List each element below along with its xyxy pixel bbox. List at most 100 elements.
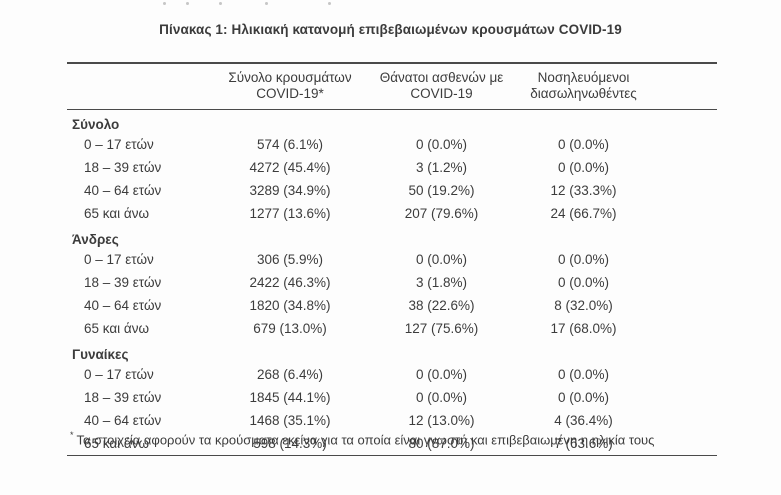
deaths-cell: 127 (75.6%) bbox=[404, 321, 479, 336]
spacer-cell bbox=[652, 409, 717, 432]
intubated-cell: 0 (0.0%) bbox=[557, 137, 610, 152]
table-row: 18 – 39 ετών 1845 (44.1%) 0 (0.0%) 0 (0.… bbox=[67, 386, 717, 409]
spacer-cell bbox=[652, 294, 717, 317]
column-header-total-cases: Σύνολο κρουσμάτων COVID-19* bbox=[212, 62, 368, 110]
age-group-label: 40 – 64 ετών bbox=[84, 183, 162, 198]
cases-cell: 4272 (45.4%) bbox=[249, 160, 331, 175]
age-group-label: 40 – 64 ετών bbox=[84, 298, 162, 313]
cases-cell: 2422 (46.3%) bbox=[249, 275, 331, 290]
table-row: 65 και άνω 679 (13.0%) 127 (75.6%) 17 (6… bbox=[67, 317, 717, 340]
spacer-cell bbox=[652, 156, 717, 179]
section-header-women: Γυναίκες bbox=[67, 340, 717, 363]
age-group-label: 0 – 17 ετών bbox=[84, 252, 154, 267]
intubated-cell: 0 (0.0%) bbox=[557, 160, 610, 175]
intubated-cell: 24 (66.7%) bbox=[550, 206, 617, 221]
age-group-label: 40 – 64 ετών bbox=[84, 413, 162, 428]
spacer-cell bbox=[652, 317, 717, 340]
column-header-line: Νοσηλευόμενοι bbox=[537, 70, 630, 85]
section-name: Άνδρες bbox=[72, 232, 119, 247]
table-row: 40 – 64 ετών 1820 (34.8%) 38 (22.6%) 8 (… bbox=[67, 294, 717, 317]
age-group-label: 65 και άνω bbox=[84, 321, 150, 336]
intubated-cell: 12 (33.3%) bbox=[550, 183, 617, 198]
cases-cell: 3289 (34.9%) bbox=[249, 183, 331, 198]
artifact-dot bbox=[163, 2, 166, 5]
intubated-cell: 17 (68.0%) bbox=[550, 321, 617, 336]
deaths-cell: 0 (0.0%) bbox=[415, 252, 468, 267]
column-header-line: COVID-19* bbox=[256, 86, 324, 101]
table-row: 65 και άνω 1277 (13.6%) 207 (79.6%) 24 (… bbox=[67, 202, 717, 225]
footnote-asterisk: * bbox=[70, 430, 74, 440]
cases-cell: 1468 (35.1%) bbox=[249, 413, 331, 428]
table-row: 65 και άνω 598 (14.3%) 80 (87.0%) 7 (63.… bbox=[67, 432, 717, 456]
table-title: Πίνακας 1: Ηλικιακή κατανομή επιβεβαιωμέ… bbox=[159, 22, 622, 37]
header-empty-cell bbox=[67, 62, 212, 110]
spacer-cell bbox=[652, 271, 717, 294]
intubated-cell: 4 (36.4%) bbox=[554, 413, 613, 428]
cases-cell: 1845 (44.1%) bbox=[249, 390, 331, 405]
artifact-dot bbox=[186, 2, 189, 5]
section-name: Σύνολο bbox=[72, 117, 120, 132]
spacer-cell bbox=[652, 62, 717, 110]
age-group-label: 18 – 39 ετών bbox=[84, 390, 162, 405]
spacer-cell bbox=[652, 363, 717, 386]
spacer-cell bbox=[652, 386, 717, 409]
deaths-cell: 50 (19.2%) bbox=[408, 183, 475, 198]
column-header-deaths: Θάνατοι ασθενών με COVID-19 bbox=[368, 62, 515, 110]
intubated-cell: 7 (63.6%) bbox=[515, 432, 652, 456]
column-header-line: COVID-19 bbox=[410, 86, 473, 101]
spacer-cell bbox=[652, 179, 717, 202]
column-header-line: διασωληνωθέντες bbox=[530, 86, 637, 101]
header-row: Σύνολο κρουσμάτων COVID-19* Θάνατοι ασθε… bbox=[67, 62, 717, 110]
age-group-label: 0 – 17 ετών bbox=[84, 137, 154, 152]
deaths-cell: 207 (79.6%) bbox=[404, 206, 479, 221]
cases-cell: 306 (5.9%) bbox=[256, 252, 324, 267]
table-row: 0 – 17 ετών 306 (5.9%) 0 (0.0%) 0 (0.0%) bbox=[67, 248, 717, 271]
deaths-cell: 0 (0.0%) bbox=[415, 367, 468, 382]
column-header-line: Θάνατοι ασθενών με bbox=[379, 70, 504, 85]
spacer-cell bbox=[652, 432, 717, 456]
section-header-total: Σύνολο bbox=[67, 110, 717, 134]
cases-cell: 1820 (34.8%) bbox=[249, 298, 331, 313]
column-header-intubated: Νοσηλευόμενοι διασωληνωθέντες bbox=[515, 62, 652, 110]
table-row: 18 – 39 ετών 2422 (46.3%) 3 (1.8%) 0 (0.… bbox=[67, 271, 717, 294]
cases-cell: 679 (13.0%) bbox=[253, 321, 327, 336]
age-group-label: 65 και άνω bbox=[84, 206, 150, 221]
spacer-cell bbox=[652, 248, 717, 271]
deaths-cell: 3 (1.8%) bbox=[415, 275, 468, 290]
deaths-cell: 3 (1.2%) bbox=[415, 160, 468, 175]
cases-cell: 598 (14.3%) bbox=[212, 432, 368, 456]
table-row: 40 – 64 ετών 3289 (34.9%) 50 (19.2%) 12 … bbox=[67, 179, 717, 202]
table-row: 0 – 17 ετών 268 (6.4%) 0 (0.0%) 0 (0.0%) bbox=[67, 363, 717, 386]
table-row: 18 – 39 ετών 4272 (45.4%) 3 (1.2%) 0 (0.… bbox=[67, 156, 717, 179]
table-row: 0 – 17 ετών 574 (6.1%) 0 (0.0%) 0 (0.0%) bbox=[67, 133, 717, 156]
age-group-label: 18 – 39 ετών bbox=[84, 275, 162, 290]
section-name: Γυναίκες bbox=[72, 347, 129, 362]
artifact-dot bbox=[328, 2, 331, 5]
age-group-label: 0 – 17 ετών bbox=[84, 367, 154, 382]
covid-age-distribution-table: Σύνολο κρουσμάτων COVID-19* Θάνατοι ασθε… bbox=[67, 62, 717, 456]
deaths-cell: 12 (13.0%) bbox=[408, 413, 475, 428]
table-footnote: * Τα στοιχεία αφορούν τα κρούσματα εκείνα… bbox=[70, 430, 655, 448]
artifact-dot bbox=[265, 2, 268, 5]
intubated-cell: 8 (32.0%) bbox=[554, 298, 613, 313]
intubated-cell: 0 (0.0%) bbox=[557, 367, 610, 382]
column-header-line: Σύνολο κρουσμάτων bbox=[228, 70, 352, 85]
cases-cell: 1277 (13.6%) bbox=[249, 206, 331, 221]
artifact-dot bbox=[219, 2, 222, 5]
intubated-cell: 0 (0.0%) bbox=[557, 252, 610, 267]
cases-cell: 574 (6.1%) bbox=[256, 137, 324, 152]
deaths-cell: 0 (0.0%) bbox=[415, 390, 468, 405]
section-header-men: Άνδρες bbox=[67, 225, 717, 248]
spacer-cell bbox=[652, 202, 717, 225]
footnote-text: Τα στοιχεία αφορούν τα κρούσματα εκείνα … bbox=[76, 432, 655, 448]
spacer-cell bbox=[652, 133, 717, 156]
deaths-cell: 80 (87.0%) bbox=[368, 432, 515, 456]
intubated-cell: 0 (0.0%) bbox=[557, 390, 610, 405]
deaths-cell: 38 (22.6%) bbox=[408, 298, 475, 313]
age-group-label: 18 – 39 ετών bbox=[84, 160, 162, 175]
deaths-cell: 0 (0.0%) bbox=[415, 137, 468, 152]
table-row: 40 – 64 ετών 1468 (35.1%) 12 (13.0%) 4 (… bbox=[67, 409, 717, 432]
cases-cell: 268 (6.4%) bbox=[256, 367, 324, 382]
intubated-cell: 0 (0.0%) bbox=[557, 275, 610, 290]
